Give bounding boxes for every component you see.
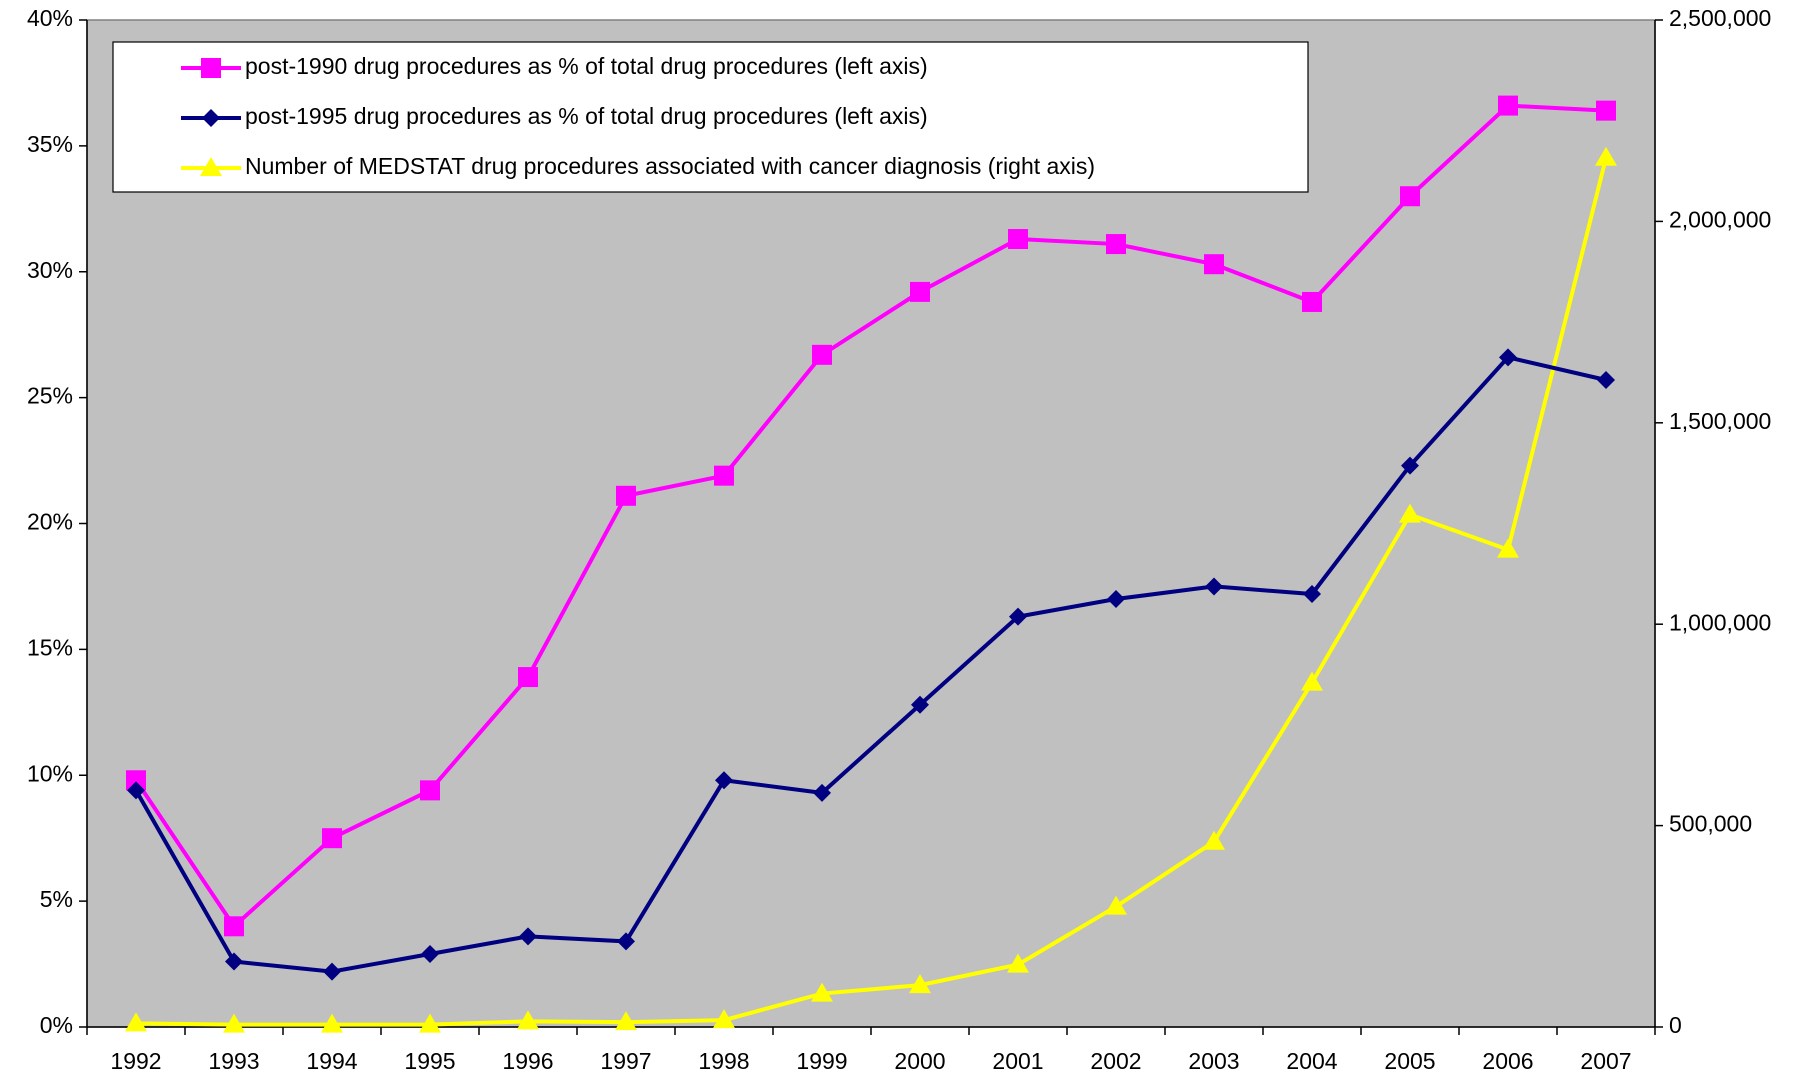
data-point	[1399, 503, 1421, 523]
data-point	[1499, 348, 1517, 367]
x-tick-label: 2003	[1188, 1048, 1239, 1074]
data-point	[615, 1011, 637, 1031]
y2-tick-label: 500,000	[1669, 811, 1752, 837]
y-tick-label: 20%	[27, 509, 73, 535]
y-tick-label: 35%	[27, 131, 73, 157]
y2-tick-label: 1,500,000	[1669, 408, 1771, 434]
x-tick-label: 1992	[110, 1048, 161, 1074]
y2-tick-label: 1,000,000	[1669, 609, 1771, 635]
data-point	[1205, 577, 1223, 596]
series-line	[134, 103, 1607, 930]
data-point	[1106, 234, 1126, 255]
data-point	[1009, 607, 1027, 626]
data-point	[223, 1013, 245, 1033]
data-point	[715, 771, 733, 790]
x-tick-label: 1999	[796, 1048, 847, 1074]
series-line	[135, 157, 1608, 1027]
legend-label: Number of MEDSTAT drug procedures associ…	[245, 153, 1095, 179]
data-point	[225, 952, 243, 971]
data-point	[1597, 371, 1615, 390]
x-tick-label: 2005	[1384, 1048, 1435, 1074]
data-point	[811, 982, 833, 1002]
data-point	[1303, 584, 1321, 603]
data-point	[125, 1012, 147, 1032]
x-tick-label: 1995	[404, 1048, 455, 1074]
data-point	[421, 944, 439, 963]
y2-tick-label: 0	[1669, 1012, 1682, 1038]
y-tick-label: 0%	[40, 1012, 73, 1038]
data-point	[813, 783, 831, 802]
y-tick-label: 40%	[27, 5, 73, 31]
data-point	[1400, 186, 1420, 207]
data-point	[1595, 146, 1617, 166]
y-tick-label: 15%	[27, 634, 73, 660]
legend-label: post-1995 drug procedures as % of total …	[245, 103, 928, 129]
y-tick-label: 30%	[27, 257, 73, 283]
data-point	[1497, 538, 1519, 558]
x-tick-label: 2001	[992, 1048, 1043, 1074]
data-point	[1203, 830, 1225, 850]
data-point	[322, 828, 342, 849]
data-point	[1302, 291, 1322, 312]
data-point	[517, 1010, 539, 1030]
data-point	[911, 695, 929, 714]
x-tick-label: 2004	[1286, 1048, 1337, 1074]
data-point	[518, 667, 538, 688]
data-point	[1498, 95, 1518, 116]
data-point	[617, 932, 635, 951]
data-point	[420, 780, 440, 801]
data-point	[1301, 671, 1323, 691]
legend	[112, 41, 1309, 193]
x-tick-label: 1994	[306, 1048, 357, 1074]
legend-marker	[201, 58, 221, 78]
data-point	[1007, 953, 1029, 973]
legend-label: post-1990 drug procedures as % of total …	[245, 53, 928, 79]
x-tick-label: 2002	[1090, 1048, 1141, 1074]
y2-tick-label: 2,500,000	[1669, 5, 1771, 31]
y-tick-label: 10%	[27, 760, 73, 786]
legend-marker	[200, 157, 222, 176]
data-point	[1008, 229, 1028, 250]
data-point	[126, 770, 146, 791]
data-point	[419, 1013, 441, 1033]
data-point	[1107, 590, 1125, 609]
x-tick-label: 1996	[502, 1048, 553, 1074]
x-tick-label: 2006	[1482, 1048, 1533, 1074]
y2-tick-label: 2,000,000	[1669, 206, 1771, 232]
series-line	[134, 355, 1607, 974]
data-point	[519, 927, 537, 946]
data-point	[812, 344, 832, 365]
x-tick-label: 1993	[208, 1048, 259, 1074]
y-tick-label: 5%	[40, 886, 73, 912]
data-point	[910, 281, 930, 302]
data-point	[321, 1013, 343, 1033]
legend-marker	[202, 109, 220, 127]
data-point	[1401, 456, 1419, 475]
x-tick-label: 1998	[698, 1048, 749, 1074]
data-point	[1105, 895, 1127, 915]
data-point	[714, 465, 734, 486]
x-tick-label: 2000	[894, 1048, 945, 1074]
data-point	[909, 974, 931, 994]
data-point	[224, 916, 244, 937]
data-point	[323, 962, 341, 981]
data-point	[1204, 254, 1224, 275]
data-point	[127, 781, 145, 800]
x-tick-label: 2007	[1580, 1048, 1631, 1074]
data-point	[713, 1009, 735, 1029]
y-tick-label: 25%	[27, 383, 73, 409]
data-point	[616, 485, 636, 506]
data-point	[1596, 100, 1616, 121]
x-tick-label: 1997	[600, 1048, 651, 1074]
